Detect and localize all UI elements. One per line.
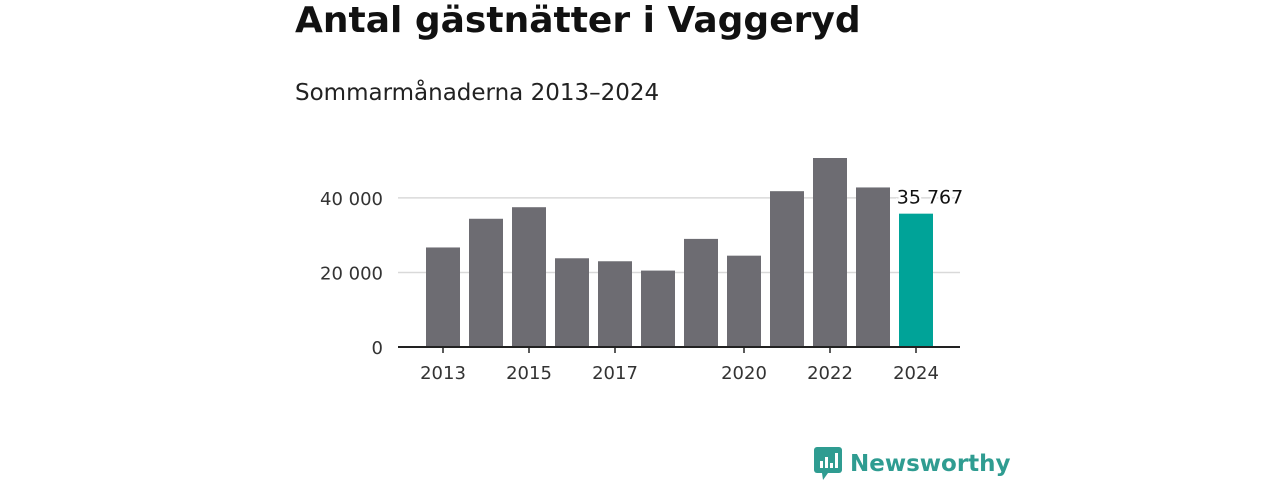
x-tick-label: 2024	[893, 363, 939, 384]
newsworthy-logo[interactable]: Newsworthy	[814, 446, 1011, 482]
chart-title: Antal gästnätter i Vaggeryd	[295, 0, 861, 41]
bar-2023	[856, 187, 890, 347]
bar-2015	[512, 207, 546, 347]
y-tick-labels: 0 20 000 40 000	[320, 189, 383, 359]
data-labels: 35 767	[895, 185, 965, 211]
bar-2019	[684, 238, 718, 347]
bar-2024	[899, 213, 933, 347]
x-tick-label: 2017	[592, 363, 638, 384]
bar-chart: 0 20 000 40 000 2013 2015 2017 2020 2022 2024 3…	[320, 158, 965, 384]
newsworthy-logo-icon	[814, 447, 842, 480]
x-tick-label: 2015	[506, 363, 552, 384]
bar-2018	[641, 270, 675, 347]
bar-2013	[426, 247, 460, 347]
bar-2017	[598, 261, 632, 347]
bar-2014	[469, 218, 503, 347]
bar-2020	[727, 255, 761, 347]
x-tick-labels: 2013 2015 2017 2020 2022 2024	[420, 347, 939, 384]
data-label: 35 767	[897, 187, 963, 209]
x-tick-label: 2022	[807, 363, 853, 384]
x-tick-label: 2020	[721, 363, 767, 384]
y-tick-label: 20 000	[320, 263, 383, 284]
y-tick-label: 0	[372, 338, 383, 359]
bar-2016	[555, 258, 589, 347]
bar-2022	[813, 158, 847, 347]
y-tick-label: 40 000	[320, 189, 383, 210]
bar-2021	[770, 191, 804, 347]
bars	[426, 158, 933, 347]
brand-name: Newsworthy	[850, 451, 1011, 477]
x-tick-label: 2013	[420, 363, 466, 384]
chart-subtitle: Sommarmånaderna 2013–2024	[295, 80, 660, 106]
